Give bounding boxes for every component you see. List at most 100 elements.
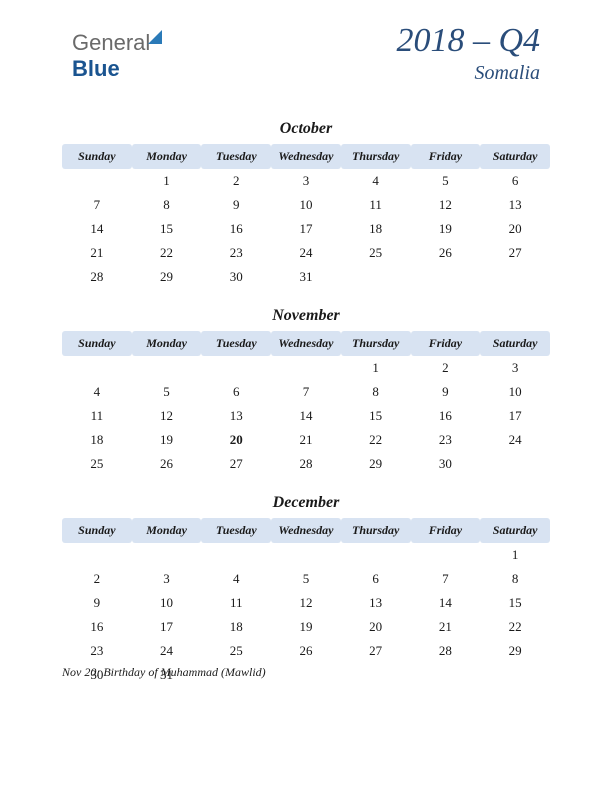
calendar-cell: 18 [341,217,411,241]
calendar-cell: 14 [411,591,481,615]
calendar-cell: 2 [411,356,481,380]
calendar-cell: 5 [271,567,341,591]
calendar-cell: 24 [480,428,550,452]
calendar-row: 123456 [62,169,550,193]
calendar-row: 11121314151617 [62,404,550,428]
calendar-cell [271,543,341,567]
calendar-cell: 13 [480,193,550,217]
calendar-cell [271,356,341,380]
calendar-cell: 6 [480,169,550,193]
calendar-cell: 6 [341,567,411,591]
calendar-cell [62,356,132,380]
calendar-cell: 22 [132,241,202,265]
calendar-cell: 22 [341,428,411,452]
calendar-cell: 13 [201,404,271,428]
calendar-cell [271,663,341,687]
calendar-cell [341,543,411,567]
month-block: OctoberSundayMondayTuesdayWednesdayThurs… [62,120,550,289]
calendar-cell: 15 [132,217,202,241]
calendar-table: SundayMondayTuesdayWednesdayThursdayFrid… [62,144,550,289]
day-header: Wednesday [271,518,341,543]
day-header: Thursday [341,331,411,356]
calendar-cell: 5 [132,380,202,404]
day-header: Saturday [480,518,550,543]
page-title: 2018 – Q4 [396,22,540,60]
day-header: Monday [132,331,202,356]
calendar-cell: 9 [62,591,132,615]
calendar-cell: 8 [132,193,202,217]
calendar-cell [480,452,550,476]
calendar-cell: 25 [201,639,271,663]
calendar-row: 28293031 [62,265,550,289]
calendar-cell: 9 [411,380,481,404]
calendar-cell: 24 [132,639,202,663]
calendar-row: 9101112131415 [62,591,550,615]
calendar-cell: 8 [480,567,550,591]
calendar-cell: 9 [201,193,271,217]
calendar-cell: 21 [411,615,481,639]
calendar-cell: 11 [201,591,271,615]
calendar-cell: 10 [132,591,202,615]
calendar-cell [411,265,481,289]
day-header: Tuesday [201,331,271,356]
day-header: Tuesday [201,144,271,169]
calendar-cell: 12 [411,193,481,217]
day-header: Saturday [480,331,550,356]
calendar-cell: 4 [62,380,132,404]
calendar-cell: 10 [271,193,341,217]
calendar-cell: 31 [271,265,341,289]
calendar-cell: 18 [62,428,132,452]
calendar-cell: 3 [271,169,341,193]
calendar-cell: 15 [341,404,411,428]
logo-part2: Blue [72,56,120,81]
logo: General Blue [72,30,162,82]
calendar-cell: 19 [411,217,481,241]
calendar-cell [341,265,411,289]
calendar-cell: 20 [341,615,411,639]
day-header: Wednesday [271,144,341,169]
calendar-cell: 23 [411,428,481,452]
calendar-cell [201,356,271,380]
calendar-cell: 17 [132,615,202,639]
calendar-row: 16171819202122 [62,615,550,639]
day-header: Friday [411,144,481,169]
calendar-cell: 8 [341,380,411,404]
calendar-cell: 25 [62,452,132,476]
calendar-cell: 20 [480,217,550,241]
calendar-cell: 20 [201,428,271,452]
calendar-cell: 19 [271,615,341,639]
calendar-cell: 17 [271,217,341,241]
day-header: Thursday [341,518,411,543]
calendar-cell: 29 [132,265,202,289]
calendar-cell: 14 [271,404,341,428]
calendar-cell: 22 [480,615,550,639]
calendar-cell [132,356,202,380]
day-header: Friday [411,518,481,543]
calendar-cell: 15 [480,591,550,615]
day-header: Wednesday [271,331,341,356]
calendar-cell: 14 [62,217,132,241]
month-name: December [62,494,550,512]
calendar-row: 2345678 [62,567,550,591]
calendar-cell [411,543,481,567]
month-name: November [62,307,550,325]
calendar-cell: 17 [480,404,550,428]
calendar-cell: 3 [132,567,202,591]
day-header: Monday [132,144,202,169]
calendar-cell: 13 [341,591,411,615]
calendar-cell [480,663,550,687]
header: 2018 – Q4 Somalia [396,22,540,85]
calendar-cell: 7 [271,380,341,404]
calendar-cell: 29 [341,452,411,476]
calendar-cell: 29 [480,639,550,663]
calendar-cell: 12 [271,591,341,615]
day-header: Sunday [62,144,132,169]
calendar-cell: 7 [62,193,132,217]
calendar-cell: 28 [411,639,481,663]
calendar-cell: 12 [132,404,202,428]
calendar-cell: 1 [480,543,550,567]
calendar-cell [62,169,132,193]
calendar-cell: 23 [62,639,132,663]
day-header: Sunday [62,518,132,543]
calendar-container: OctoberSundayMondayTuesdayWednesdayThurs… [62,120,550,705]
